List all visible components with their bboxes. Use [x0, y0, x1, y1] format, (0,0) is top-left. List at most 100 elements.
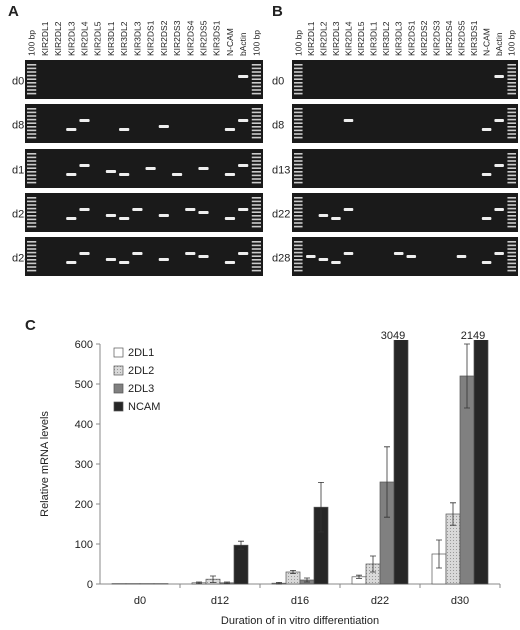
ladder-band	[251, 122, 261, 124]
data-label: 3049	[381, 330, 405, 342]
ladder-band	[251, 262, 261, 265]
ladder-band	[251, 118, 261, 121]
ladder-band	[507, 204, 516, 206]
gel-band	[238, 119, 249, 122]
bar-chart: C Relative mRNA levels Duration of in vitr…	[25, 317, 501, 627]
gel-band	[481, 173, 492, 176]
ladder-band	[294, 153, 303, 155]
gel-band	[494, 164, 504, 167]
y-tick-label: 200	[75, 499, 93, 511]
gel-band	[224, 217, 236, 220]
ladder-band	[251, 207, 261, 210]
lane-label: KIR2DL5	[356, 21, 366, 56]
gel-image	[292, 193, 518, 232]
ladder-band	[294, 136, 303, 139]
lane-label: KIR2DL4	[80, 21, 90, 56]
lane-label: 100 bp	[27, 30, 37, 56]
lane-label: KIR2DS4	[185, 20, 195, 56]
lane-label: bActin	[238, 32, 248, 56]
ladder-band	[507, 82, 516, 84]
ladder-band	[27, 266, 37, 268]
ladder-band	[507, 160, 516, 162]
ladder-band	[251, 225, 261, 228]
legend-swatch	[113, 347, 124, 358]
ladder-band	[507, 89, 516, 91]
ladder-band	[507, 244, 516, 247]
x-tick-label: d16	[291, 595, 309, 607]
row-label: d8	[12, 120, 24, 132]
lane-label: 100 bp	[293, 30, 303, 56]
error-bar	[238, 540, 244, 550]
ladder-band	[27, 108, 37, 110]
ladder-band	[507, 241, 516, 243]
error-bar	[436, 539, 442, 569]
row-label: d22	[272, 209, 290, 221]
ladder-band	[251, 200, 261, 203]
x-tick-label: d12	[211, 595, 229, 607]
error-bar	[196, 581, 202, 584]
row-label: d8	[272, 120, 284, 132]
legend-swatch	[113, 365, 124, 376]
gel-band	[105, 258, 117, 261]
ladder-band	[507, 181, 516, 184]
ladder-band	[27, 222, 37, 224]
ladder-band	[507, 108, 516, 110]
ladder-band	[294, 225, 303, 228]
ladder-band	[294, 248, 303, 250]
ladder-band	[507, 218, 516, 221]
ladder-band	[251, 92, 261, 95]
x-tick-label: d30	[451, 595, 469, 607]
gel-band	[224, 173, 236, 176]
ladder-band	[507, 174, 516, 177]
gel-band	[481, 261, 492, 264]
y-tick-label: 400	[75, 419, 93, 431]
ladder-band	[27, 225, 37, 228]
ladder-band	[251, 115, 261, 117]
ladder-band	[27, 211, 37, 213]
ladder-band	[251, 171, 261, 173]
lane-label: KIR3DS1	[212, 20, 222, 56]
gel-band	[238, 164, 249, 167]
lane-label: KIR2DL1	[40, 21, 50, 56]
lane-label: KIR2DS3	[431, 20, 441, 56]
gel-band	[238, 252, 249, 255]
ladder-band	[294, 255, 303, 257]
ladder-band	[294, 115, 303, 117]
ladder-band	[294, 197, 303, 199]
gel-band	[406, 255, 417, 258]
data-label: 2149	[461, 330, 485, 342]
ladder-band	[507, 136, 516, 139]
gel-band	[224, 261, 236, 264]
ladder-band	[27, 251, 37, 254]
gel-band	[158, 214, 169, 217]
gel-image	[25, 193, 263, 232]
ladder-band	[294, 67, 303, 70]
ladder-band	[27, 178, 37, 180]
lane-label: KIR2DS1	[406, 20, 416, 56]
ladder-band	[507, 74, 516, 77]
panel-label: A	[8, 3, 19, 20]
ladder-band	[294, 269, 303, 272]
ladder-band	[294, 244, 303, 247]
gel-band	[79, 252, 90, 255]
ladder-band	[251, 266, 261, 268]
ladder-band	[294, 266, 303, 268]
ladder-band	[294, 74, 303, 77]
error-bar	[304, 577, 310, 583]
gel-band	[343, 119, 354, 122]
ladder-band	[251, 222, 261, 224]
ladder-band	[27, 255, 37, 257]
ladder-band	[27, 71, 37, 73]
ladder-band	[27, 248, 37, 250]
panel-label: B	[272, 3, 283, 20]
ladder-band	[251, 178, 261, 180]
lane-label: KIR3DL2	[381, 21, 391, 56]
ladder-band	[251, 215, 261, 217]
error-bar	[276, 582, 282, 585]
gel-band	[198, 211, 209, 214]
gel-band	[119, 128, 130, 131]
ladder-band	[27, 269, 37, 272]
ladder-band	[507, 115, 516, 117]
gel-image	[292, 104, 518, 143]
